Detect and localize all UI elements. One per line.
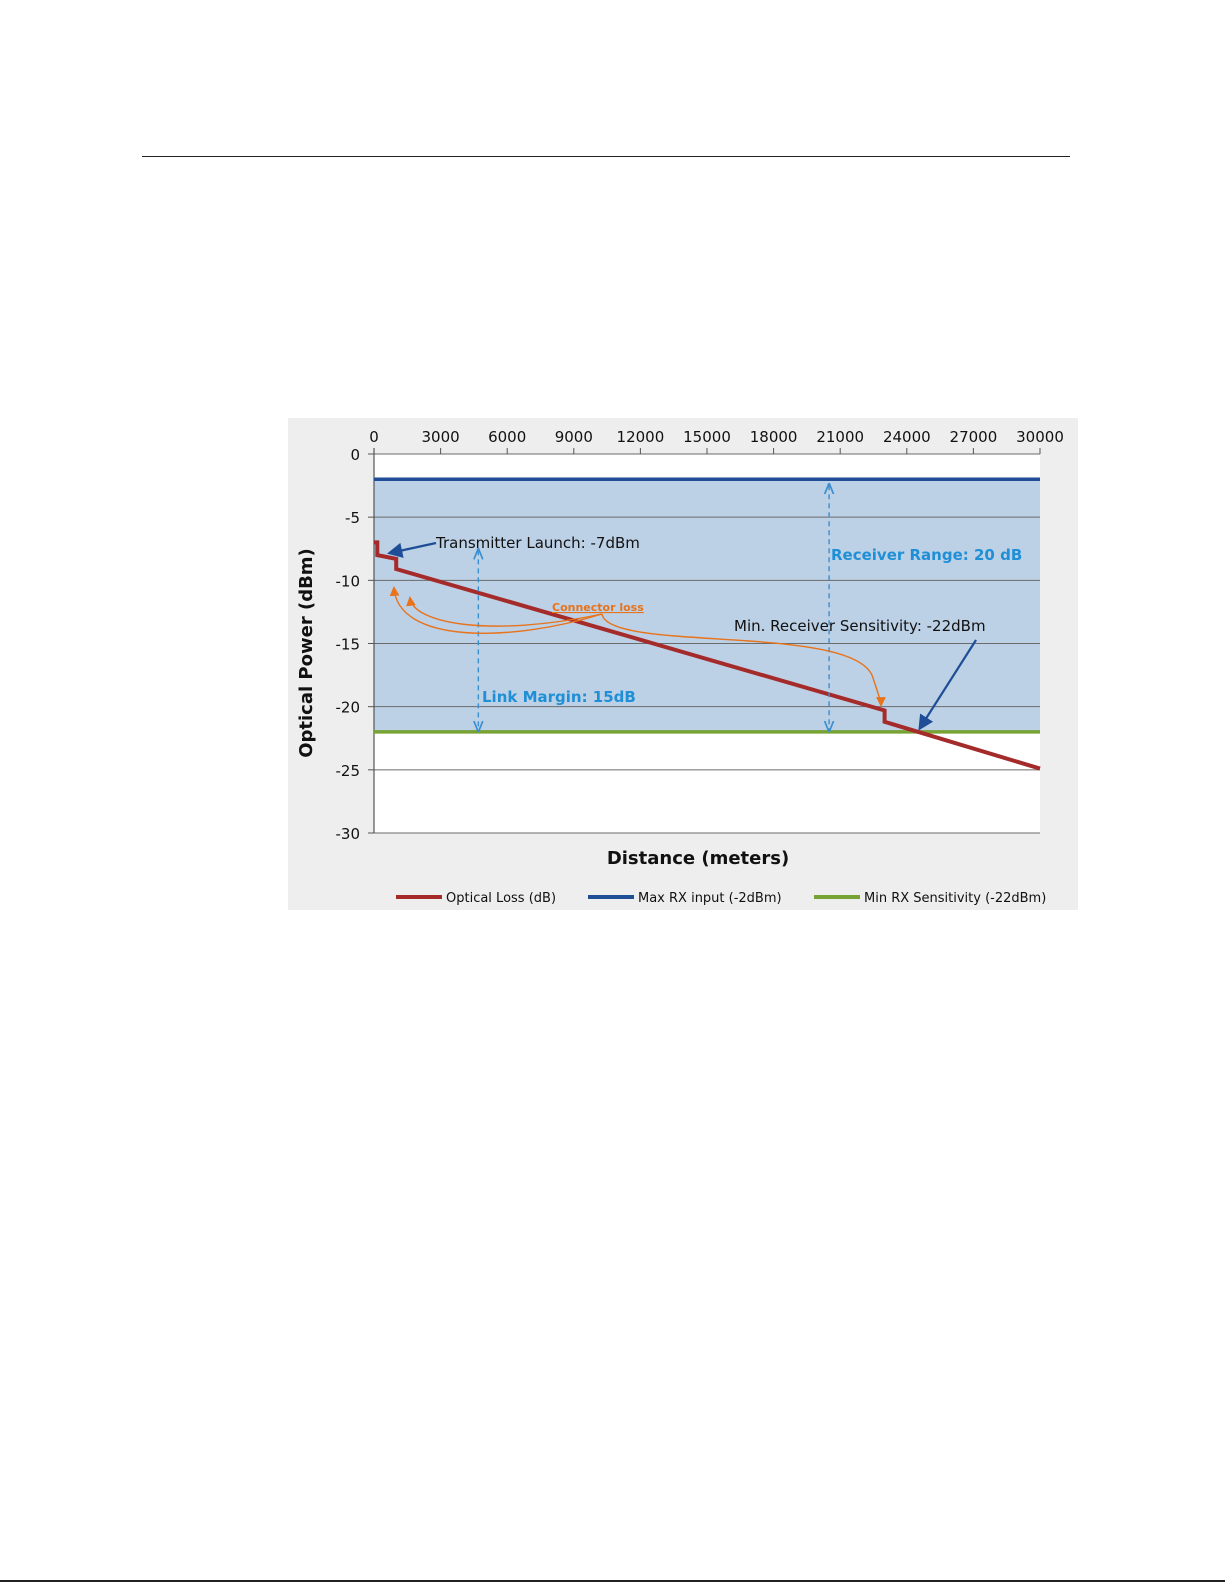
top-rule	[142, 156, 1070, 157]
y-axis-ticks: 0 -5 -10 -15 -20 -25 -30	[336, 446, 374, 843]
series-line-optical-loss	[374, 540, 1041, 771]
legend-label: Max RX input (-2dBm)	[638, 891, 782, 906]
x-tick-label: 30000	[1016, 428, 1064, 446]
x-tick-label: 21000	[816, 428, 864, 446]
transmitter-label: Transmitter Launch: -7dBm	[435, 534, 640, 552]
min-sensitivity-arrow	[918, 639, 977, 731]
optical-power-chart: 0 3000 6000 9000 12000 15000 18000 21000 24000 27…	[288, 418, 1078, 910]
y-tick-label: -15	[336, 636, 361, 654]
x-tick-label: 18000	[750, 428, 798, 446]
y-tick-label: -5	[345, 509, 360, 527]
x-axis-ticks: 0 3000 6000 9000 12000 15000 18000 21000 24000 27…	[369, 428, 1064, 454]
transmitter-arrow	[386, 541, 437, 558]
x-tick-label: 3000	[422, 428, 460, 446]
x-axis-title: Distance (meters)	[607, 848, 789, 869]
y-tick-label: -30	[336, 825, 361, 843]
x-tick-label: 24000	[883, 428, 931, 446]
gridlines	[374, 453, 1040, 834]
x-tick-label: 12000	[617, 428, 665, 446]
annotations: Transmitter Launch: -7dBm Receiver Range…	[386, 485, 1022, 731]
legend: Optical Loss (dB) Max RX input (-2dBm) Min…	[396, 891, 1046, 906]
connector-loss-arrow-3	[601, 613, 886, 707]
y-tick-label: 0	[350, 446, 360, 464]
min-sensitivity-label: Min. Receiver Sensitivity: -22dBm	[734, 617, 986, 635]
x-tick-label: 6000	[488, 428, 526, 446]
x-tick-label: 0	[369, 428, 379, 446]
x-tick-label: 15000	[683, 428, 731, 446]
y-tick-label: -20	[336, 699, 361, 717]
link-margin-label: Link Margin: 15dB	[482, 688, 636, 706]
chart-svg: 0 3000 6000 9000 12000 15000 18000 21000 24000 27…	[288, 418, 1078, 910]
connector-loss-arrow-2	[406, 596, 603, 627]
receiver-range-label: Receiver Range: 20 dB	[831, 546, 1022, 564]
legend-label: Min RX Sensitivity (-22dBm)	[864, 891, 1046, 906]
receiver-range-band	[374, 479, 1040, 732]
y-tick-label: -10	[336, 572, 361, 590]
series-layer	[374, 477, 1041, 771]
y-tick-label: -25	[336, 762, 361, 780]
legend-label: Optical Loss (dB)	[446, 891, 556, 906]
x-tick-label: 9000	[555, 428, 593, 446]
connector-loss-label: Connector loss	[552, 601, 644, 614]
y-axis-title: Optical Power (dBm)	[296, 548, 317, 758]
connector-loss-arrow-1	[389, 586, 603, 634]
bottom-rule	[0, 1580, 1225, 1582]
x-tick-label: 27000	[950, 428, 998, 446]
